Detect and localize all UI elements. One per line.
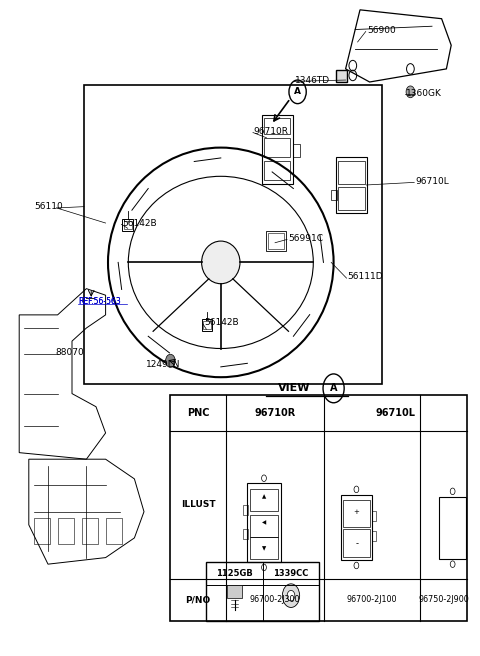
Bar: [206, 562, 319, 621]
Text: 56110: 56110: [35, 202, 63, 211]
Text: 96700-2J300: 96700-2J300: [250, 596, 300, 604]
Text: ◀: ◀: [262, 520, 266, 525]
Bar: [372, 511, 376, 521]
Text: ILLUST: ILLUST: [181, 501, 216, 509]
Bar: [266, 231, 286, 251]
Text: 56991C: 56991C: [288, 234, 323, 243]
Text: 96710R: 96710R: [254, 408, 295, 418]
Circle shape: [166, 354, 175, 367]
Bar: [331, 190, 337, 200]
Bar: [343, 500, 370, 527]
Text: 1249LN: 1249LN: [146, 359, 181, 369]
Text: 1346TD: 1346TD: [295, 76, 330, 85]
Bar: [336, 70, 347, 82]
Bar: [338, 187, 365, 210]
Bar: [124, 221, 132, 229]
Bar: [268, 233, 284, 249]
Text: -: -: [355, 539, 358, 548]
Bar: [170, 395, 467, 621]
Bar: [243, 505, 248, 515]
Bar: [122, 219, 133, 231]
Bar: [82, 518, 98, 544]
Bar: [58, 518, 74, 544]
Text: 96710L: 96710L: [415, 176, 449, 186]
Text: 96750-2J900: 96750-2J900: [418, 596, 469, 604]
Text: 1125GB: 1125GB: [216, 569, 253, 579]
Bar: [264, 161, 290, 180]
Bar: [250, 515, 278, 537]
Bar: [336, 157, 367, 213]
Text: A: A: [330, 383, 337, 394]
Circle shape: [282, 584, 300, 607]
Text: A: A: [294, 87, 301, 96]
Circle shape: [287, 590, 295, 601]
Text: 96710R: 96710R: [253, 127, 288, 136]
Text: 96710L: 96710L: [375, 408, 416, 418]
Text: REF.56-563: REF.56-563: [78, 297, 120, 306]
Bar: [343, 529, 370, 557]
Text: PNC: PNC: [187, 408, 209, 418]
Bar: [338, 161, 365, 184]
Bar: [293, 144, 300, 157]
Bar: [262, 115, 293, 184]
Bar: [243, 529, 248, 539]
Ellipse shape: [202, 241, 240, 283]
Text: 56142B: 56142B: [122, 218, 157, 228]
Text: +: +: [354, 509, 360, 516]
Bar: [203, 321, 211, 329]
Text: REF.56-563: REF.56-563: [78, 297, 120, 306]
Bar: [439, 497, 466, 559]
Bar: [247, 483, 281, 562]
Bar: [372, 531, 376, 541]
Text: 1360GK: 1360GK: [406, 89, 442, 98]
Bar: [250, 537, 278, 559]
Bar: [250, 489, 278, 512]
Bar: [341, 495, 372, 560]
Bar: [264, 138, 290, 157]
Bar: [227, 585, 242, 598]
Text: ▲: ▲: [262, 494, 266, 499]
Text: P/NO: P/NO: [186, 596, 211, 604]
Text: 96700-2J100: 96700-2J100: [347, 596, 397, 604]
Text: 56142B: 56142B: [204, 318, 239, 327]
Text: 56900: 56900: [367, 26, 396, 35]
Bar: [106, 518, 122, 544]
Bar: [84, 85, 382, 384]
Circle shape: [406, 86, 415, 98]
Text: 88070: 88070: [55, 348, 84, 358]
Bar: [202, 319, 212, 331]
Circle shape: [338, 72, 345, 81]
Bar: [264, 118, 290, 134]
Text: 1339CC: 1339CC: [273, 569, 309, 579]
Text: VIEW: VIEW: [278, 383, 311, 394]
Bar: [34, 518, 50, 544]
Text: 56111D: 56111D: [348, 272, 383, 281]
Text: ▼: ▼: [262, 546, 266, 552]
